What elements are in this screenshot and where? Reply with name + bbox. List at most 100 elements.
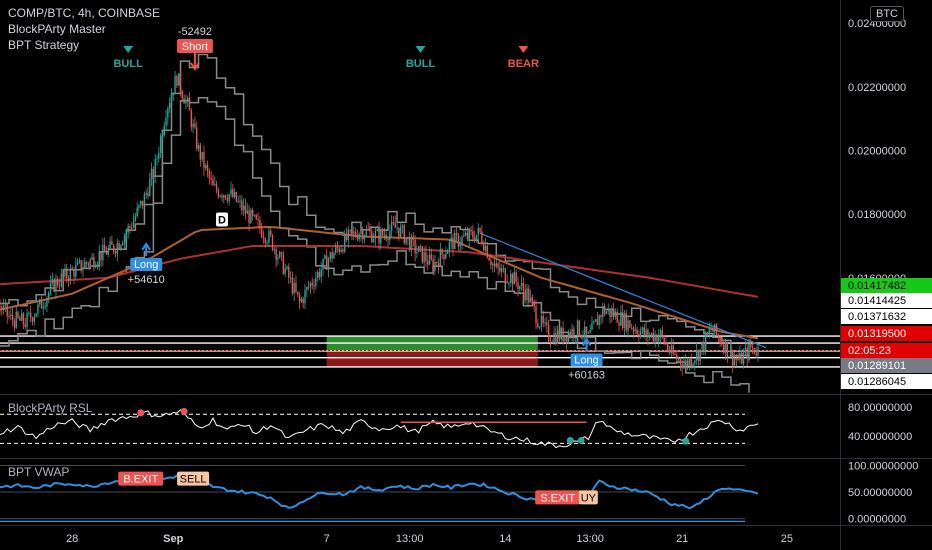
candle-body (715, 324, 718, 335)
candle-body (289, 277, 292, 279)
candle-body (385, 234, 387, 239)
rsl-pane-title[interactable]: BlockPArty RSL (8, 401, 93, 415)
candle-body (724, 341, 727, 353)
candle-body (656, 334, 658, 342)
candle-body (376, 229, 378, 231)
candle-body (210, 178, 212, 180)
candle-body (733, 358, 736, 366)
candle-body (1, 307, 3, 311)
price-badge-text: 0.01319500 (848, 328, 906, 340)
candle-body (141, 200, 144, 206)
candle-body (334, 246, 337, 254)
candle-body (654, 334, 656, 342)
trade-pnl: +60163 (568, 369, 605, 381)
candle-body (259, 220, 261, 229)
candle-body (614, 311, 617, 317)
candle-body (284, 268, 286, 274)
candle-body (327, 259, 330, 270)
candle-body (647, 329, 649, 338)
candle-body (123, 235, 126, 244)
candle-body (365, 229, 368, 236)
vwap-signal-text: UY (581, 492, 597, 504)
candle-body (214, 184, 216, 186)
candle-body (706, 332, 709, 334)
candle-body (389, 231, 391, 241)
vwap-signal-label (118, 471, 164, 486)
rsl-signal-dot (682, 437, 690, 445)
candle-body (266, 242, 268, 244)
price-channel (0, 53, 750, 361)
candle-body (482, 243, 485, 251)
candle-body (161, 135, 164, 137)
candle-body (430, 254, 433, 260)
candle-body (659, 330, 662, 337)
candle-body (576, 320, 579, 337)
arrow-up-icon (581, 337, 592, 347)
candle-body (670, 345, 673, 353)
candle-body (76, 261, 79, 265)
candle-body (20, 313, 23, 321)
candle-body (100, 252, 102, 261)
candle-body (565, 336, 568, 342)
candle-body (690, 358, 692, 367)
candle-body (26, 313, 28, 328)
candle-body (418, 246, 420, 253)
vwap-pane-title[interactable]: BPT VWAP (8, 465, 70, 479)
currency-button[interactable]: BTC (870, 6, 904, 22)
candle-body (103, 244, 106, 252)
candle-body (60, 273, 63, 287)
candle-body (692, 363, 694, 367)
candle-body (49, 282, 52, 293)
candle-body (542, 315, 544, 323)
candle-body (89, 259, 91, 266)
candle-body (356, 236, 359, 240)
candle-body (490, 260, 492, 265)
indicator-legend-strategy[interactable]: BPT Strategy (8, 38, 80, 52)
rsl-signal-dot (180, 407, 188, 415)
trade-pnl: -52492 (178, 26, 212, 38)
candle-body (71, 268, 73, 270)
candle-body (499, 267, 501, 272)
candle-body (638, 333, 640, 338)
candle-body (239, 200, 241, 202)
candle-body (98, 252, 100, 264)
candle-body (699, 349, 701, 361)
vwap-tick-label: 100.00000000 (848, 460, 918, 472)
candle-body (316, 271, 319, 279)
candle-body (627, 320, 629, 331)
candle-body (580, 335, 582, 339)
candle-body (625, 313, 627, 331)
candle-body (8, 315, 10, 317)
candle-body (436, 261, 438, 263)
candle-body (551, 341, 553, 343)
symbol-legend[interactable]: COMP/BTC, 4h, COINBASE (8, 6, 161, 20)
candle-body (697, 350, 700, 361)
candle-body (629, 320, 631, 328)
candle-body (423, 252, 425, 263)
candle-body (510, 273, 512, 283)
candle-body (461, 236, 463, 244)
candle-body (587, 332, 590, 334)
indicator-legend-master[interactable]: BlockPArty Master (8, 22, 106, 36)
candle-body (62, 273, 64, 277)
trade-label-text: Short (182, 41, 208, 53)
time-axis-label: 25 (781, 533, 793, 545)
signal-triangle-icon (123, 46, 134, 53)
candle-body (481, 231, 483, 244)
candle-body (87, 263, 90, 266)
candle-body (114, 251, 117, 254)
candle-body (66, 268, 68, 279)
candle-body (497, 263, 499, 268)
candle-body (394, 223, 396, 228)
candle-body (197, 145, 200, 149)
candle-body (257, 219, 259, 221)
candle-body (19, 317, 21, 321)
candle-body (33, 316, 35, 322)
candle-body (354, 231, 357, 237)
candle-body (611, 310, 613, 317)
candle-body (746, 347, 748, 359)
candle-body (443, 254, 445, 259)
candle-body (349, 229, 351, 231)
trade-label-box (570, 353, 603, 367)
